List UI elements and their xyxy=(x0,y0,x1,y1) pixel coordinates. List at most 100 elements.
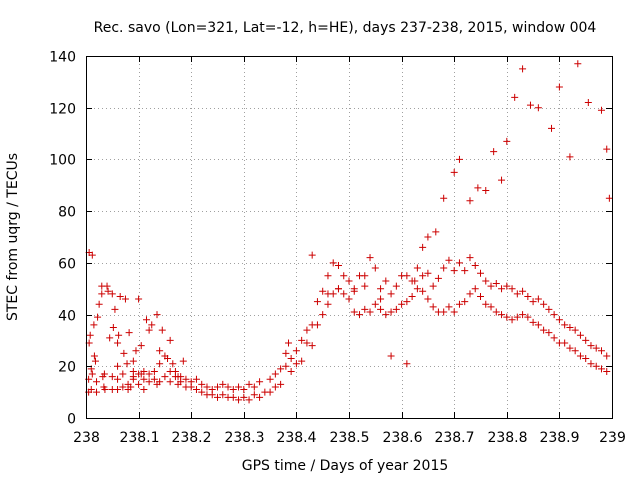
data-point xyxy=(450,168,458,176)
data-point xyxy=(95,300,103,308)
data-point xyxy=(287,355,295,363)
data-point xyxy=(350,287,358,295)
data-point xyxy=(477,292,484,300)
data-point xyxy=(403,298,411,306)
data-point xyxy=(561,321,569,329)
data-point xyxy=(203,383,211,391)
data-point xyxy=(398,300,406,308)
data-point xyxy=(597,106,605,114)
data-point xyxy=(250,391,258,399)
data-point xyxy=(125,329,133,337)
data-point xyxy=(574,60,582,68)
y-tick-label: 20 xyxy=(58,360,76,376)
data-point xyxy=(450,267,458,275)
data-point xyxy=(158,326,166,334)
data-point xyxy=(142,316,150,324)
data-point xyxy=(492,308,500,316)
data-point xyxy=(224,383,232,391)
data-point xyxy=(198,380,206,388)
data-point xyxy=(266,375,274,383)
data-point xyxy=(503,282,511,290)
data-point xyxy=(179,357,187,365)
data-point xyxy=(387,290,395,298)
data-point xyxy=(566,153,574,161)
data-point xyxy=(561,339,569,347)
data-point xyxy=(519,311,527,319)
data-point xyxy=(116,292,124,300)
data-point xyxy=(356,311,364,319)
x-tick-label: 238.5 xyxy=(329,430,369,446)
data-point xyxy=(429,303,437,311)
data-point xyxy=(566,324,574,331)
data-point xyxy=(545,329,553,337)
x-axis-label: GPS time / Days of year 2015 xyxy=(242,458,449,474)
data-point xyxy=(135,295,143,303)
data-point xyxy=(198,388,206,396)
data-point xyxy=(498,176,506,184)
data-point xyxy=(271,370,279,378)
data-point xyxy=(413,264,421,272)
data-point xyxy=(340,290,348,298)
axis-ticks: 238 238.1 238.2 238.3 238.4 238.5 238.6 238.7 23… xyxy=(49,50,626,447)
data-point xyxy=(111,305,119,313)
data-point xyxy=(101,386,109,394)
data-point xyxy=(256,393,264,401)
data-point xyxy=(153,380,161,388)
x-tick-label: 238.9 xyxy=(539,430,579,446)
data-point xyxy=(150,367,158,375)
data-point xyxy=(250,383,258,391)
data-point xyxy=(587,342,595,350)
data-point xyxy=(371,300,379,308)
data-point xyxy=(129,367,137,375)
data-point xyxy=(461,267,469,275)
data-point xyxy=(508,285,516,293)
data-point xyxy=(524,292,532,300)
data-point xyxy=(298,336,306,344)
data-point xyxy=(350,308,358,316)
data-point xyxy=(123,360,131,368)
data-point xyxy=(403,360,411,368)
data-point xyxy=(382,311,390,319)
data-point xyxy=(214,383,221,391)
data-point xyxy=(174,373,182,381)
chart-title: Rec. savo (Lon=321, Lat=-12, h=HE), days… xyxy=(94,20,597,36)
data-point xyxy=(576,331,584,339)
data-point xyxy=(114,362,122,370)
data-point xyxy=(99,373,107,381)
data-point xyxy=(127,383,135,391)
data-point xyxy=(182,375,190,383)
data-point xyxy=(582,336,590,344)
data-point xyxy=(597,347,605,355)
data-point xyxy=(298,357,306,365)
data-point xyxy=(603,367,611,375)
x-tick-label: 238.7 xyxy=(434,430,474,446)
data-point xyxy=(135,380,143,388)
data-point xyxy=(313,321,321,329)
data-point xyxy=(466,254,474,262)
data-point xyxy=(245,396,253,404)
data-point xyxy=(584,99,592,107)
data-point xyxy=(482,300,490,308)
data-point xyxy=(534,295,542,303)
data-point xyxy=(120,349,128,357)
data-point xyxy=(592,362,600,370)
data-point xyxy=(440,264,448,272)
data-point xyxy=(424,295,432,303)
data-point xyxy=(503,137,511,145)
data-point xyxy=(334,285,342,293)
data-point xyxy=(548,124,556,132)
y-tick-label: 60 xyxy=(58,257,76,273)
data-point xyxy=(524,313,532,321)
data-point xyxy=(413,285,421,293)
data-point xyxy=(150,375,158,383)
data-point xyxy=(177,378,185,386)
data-point xyxy=(440,194,448,202)
data-point xyxy=(540,326,548,334)
data-point xyxy=(487,303,495,311)
data-point xyxy=(361,305,369,313)
data-point xyxy=(140,386,148,394)
data-point xyxy=(345,277,353,285)
x-tick-label: 238 xyxy=(73,430,100,446)
x-tick-label: 238.1 xyxy=(119,430,159,446)
x-tick-label: 238.8 xyxy=(487,430,527,446)
